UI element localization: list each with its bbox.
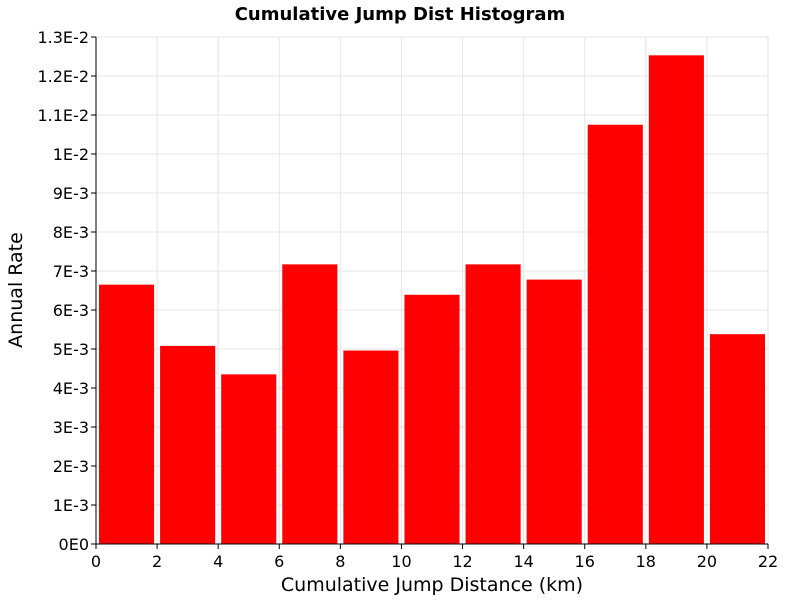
histogram-bar [465, 264, 521, 544]
y-tick-label: 8E-3 [53, 223, 89, 242]
histogram-bar [587, 124, 643, 544]
histogram-bar [648, 55, 704, 544]
x-tick-label: 16 [575, 552, 595, 571]
x-tick-label: 20 [697, 552, 717, 571]
x-tick-label: 10 [391, 552, 411, 571]
x-tick-label: 0 [91, 552, 101, 571]
x-tick-label: 14 [513, 552, 533, 571]
y-tick-label: 1E-2 [53, 145, 89, 164]
y-axis-label: Annual Rate [5, 232, 27, 348]
y-axis-ticks: 0E0 1E-3 2E-3 3E-3 4E-3 5E-3 6E-3 7E-3 8E-3 9E-3 1… [37, 28, 96, 554]
y-tick-label: 1E-3 [53, 496, 89, 515]
x-tick-label: 4 [213, 552, 223, 571]
x-tick-label: 12 [452, 552, 472, 571]
x-tick-label: 22 [758, 552, 778, 571]
histogram-bar [221, 374, 277, 544]
histogram-bar [282, 264, 338, 544]
y-tick-label: 7E-3 [53, 262, 89, 281]
bars [99, 55, 765, 544]
histogram-bar [99, 284, 155, 544]
histogram-bar [526, 279, 582, 544]
x-tick-label: 18 [636, 552, 656, 571]
x-axis-ticks: 0 2 4 6 8 10 12 14 16 18 20 22 [91, 544, 778, 571]
histogram-bar [343, 350, 399, 544]
chart-title: Cumulative Jump Dist Histogram [235, 4, 566, 25]
histogram-bar [160, 345, 216, 544]
y-tick-label: 0E0 [59, 535, 89, 554]
histogram-bar [709, 334, 765, 544]
x-tick-label: 8 [335, 552, 345, 571]
x-tick-label: 2 [152, 552, 162, 571]
y-tick-label: 9E-3 [53, 184, 89, 203]
histogram-bar [404, 294, 460, 544]
y-tick-label: 6E-3 [53, 301, 89, 320]
x-axis-label: Cumulative Jump Distance (km) [281, 574, 583, 596]
x-tick-label: 6 [274, 552, 284, 571]
y-tick-label: 1.2E-2 [37, 67, 89, 86]
y-tick-label: 1.1E-2 [37, 106, 89, 125]
y-tick-label: 2E-3 [53, 457, 89, 476]
y-tick-label: 5E-3 [53, 340, 89, 359]
y-tick-label: 3E-3 [53, 418, 89, 437]
y-tick-label: 1.3E-2 [37, 28, 89, 47]
y-tick-label: 4E-3 [53, 379, 89, 398]
